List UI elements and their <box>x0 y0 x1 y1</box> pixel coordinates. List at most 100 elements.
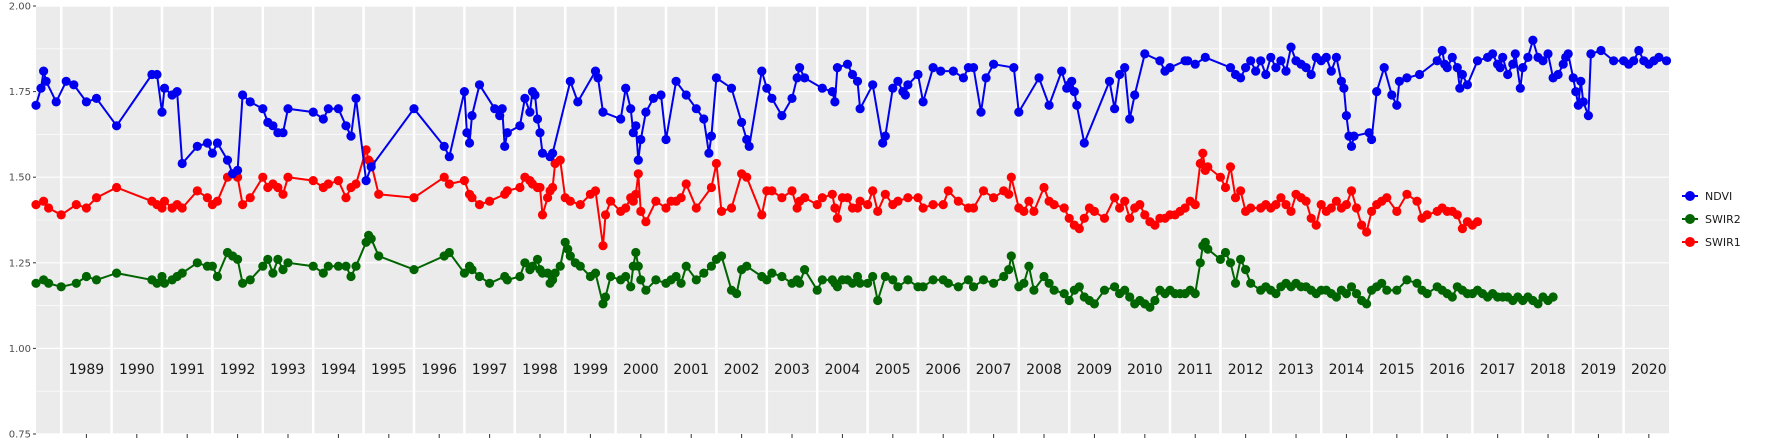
data-point-swir2 <box>903 275 913 285</box>
legend-label: SWIR2 <box>1705 213 1741 226</box>
data-point-ndvi <box>459 87 469 97</box>
data-point-ndvi <box>462 128 472 138</box>
year-label: 2000 <box>623 362 659 378</box>
data-point-swir1 <box>1203 162 1213 172</box>
data-point-ndvi <box>1183 56 1193 66</box>
data-point-swir2 <box>44 278 54 288</box>
data-point-swir1 <box>918 203 928 213</box>
data-point-swir2 <box>1074 282 1084 292</box>
data-point-swir1 <box>1049 200 1059 210</box>
data-point-ndvi <box>1372 87 1382 97</box>
data-point-swir1 <box>502 186 512 196</box>
data-point-ndvi <box>631 121 641 131</box>
data-point-swir2 <box>1049 285 1059 295</box>
data-point-swir2 <box>1377 278 1387 288</box>
data-point-swir2 <box>699 268 709 278</box>
data-point-swir2 <box>1412 278 1422 288</box>
data-point-ndvi <box>1034 73 1044 83</box>
data-point-ndvi <box>1367 134 1377 145</box>
data-point-ndvi <box>936 66 946 76</box>
data-point-swir1 <box>1472 217 1483 227</box>
data-point-swir2 <box>532 254 543 264</box>
data-point-ndvi <box>464 138 475 148</box>
data-point-ndvi <box>1553 69 1563 80</box>
data-point-swir1 <box>44 203 54 213</box>
data-point-ndvi <box>525 107 535 117</box>
legend-label: NDVI <box>1705 190 1732 203</box>
data-point-swir1 <box>1301 196 1311 206</box>
data-point-swir2 <box>999 271 1009 282</box>
data-point-ndvi <box>817 83 827 93</box>
legend-item-ndvi: NDVI <box>1682 190 1732 203</box>
data-point-swir2 <box>1044 278 1054 288</box>
data-point-swir2 <box>71 278 81 288</box>
y-tick-label: 1.50 <box>9 173 31 184</box>
data-point-ndvi <box>409 104 419 114</box>
data-point-ndvi <box>661 134 671 145</box>
data-point-ndvi <box>880 131 890 141</box>
data-point-swir1 <box>1306 213 1316 223</box>
data-point-swir1 <box>767 186 777 196</box>
y-tick-label: 1.25 <box>9 258 31 269</box>
data-point-swir1 <box>1006 172 1016 182</box>
data-point-swir2 <box>1110 282 1120 292</box>
data-point-ndvi <box>268 121 278 131</box>
data-point-swir1 <box>565 196 575 206</box>
data-point-ndvi <box>1563 49 1573 59</box>
data-point-swir2 <box>515 271 525 282</box>
data-point-ndvi <box>61 76 71 86</box>
year-label: 2006 <box>925 362 961 378</box>
data-point-ndvi <box>1057 66 1067 76</box>
data-point-swir2 <box>1039 271 1049 282</box>
data-point-swir1 <box>444 179 454 189</box>
year-label: 1996 <box>421 362 457 378</box>
data-point-ndvi <box>1379 63 1389 73</box>
data-point-ndvi <box>1115 69 1125 80</box>
data-point-ndvi <box>177 158 187 169</box>
data-point-ndvi <box>245 97 255 107</box>
data-point-ndvi <box>497 104 507 114</box>
data-point-ndvi <box>593 73 603 83</box>
data-point-swir1 <box>716 206 727 216</box>
data-point-ndvi <box>1654 52 1664 63</box>
data-point-ndvi <box>1387 90 1397 100</box>
data-point-ndvi <box>535 128 545 138</box>
data-point-ndvi <box>800 73 810 83</box>
data-point-swir2 <box>1220 247 1231 258</box>
data-point-ndvi <box>1455 83 1465 93</box>
year-label: 1999 <box>573 362 609 378</box>
data-point-swir1 <box>1341 200 1351 210</box>
data-point-swir1 <box>1135 200 1145 210</box>
data-point-swir1 <box>873 206 883 216</box>
data-point-swir2 <box>56 282 66 292</box>
year-label: 1991 <box>169 362 205 378</box>
data-point-swir2 <box>459 268 469 278</box>
data-point-swir1 <box>1024 196 1034 206</box>
data-point-swir1 <box>555 155 565 165</box>
data-point-ndvi <box>598 107 608 117</box>
data-point-ndvi <box>532 114 543 124</box>
data-point-swir1 <box>777 193 787 203</box>
data-point-swir1 <box>1195 158 1205 169</box>
data-point-swir2 <box>1271 289 1281 299</box>
data-point-swir1 <box>515 182 525 193</box>
y-tick-label: 1.00 <box>9 344 31 355</box>
data-point-swir2 <box>238 278 248 288</box>
data-point-swir2 <box>1331 292 1341 302</box>
data-point-ndvi <box>1331 52 1341 63</box>
data-point-swir1 <box>598 241 608 251</box>
data-point-swir2 <box>1150 295 1160 306</box>
data-point-swir1 <box>1402 189 1412 199</box>
data-point-swir1 <box>827 189 837 199</box>
data-point-ndvi <box>832 63 843 73</box>
data-point-swir2 <box>928 275 938 285</box>
data-point-swir1 <box>1215 172 1225 182</box>
data-point-swir2 <box>641 285 651 295</box>
data-point-ndvi <box>565 76 575 86</box>
data-point-swir1 <box>681 179 691 189</box>
data-point-swir1 <box>968 203 979 213</box>
data-point-ndvi <box>855 104 865 114</box>
data-point-swir1 <box>938 200 948 210</box>
data-point-ndvi <box>1596 45 1606 56</box>
data-point-swir1 <box>842 193 853 203</box>
